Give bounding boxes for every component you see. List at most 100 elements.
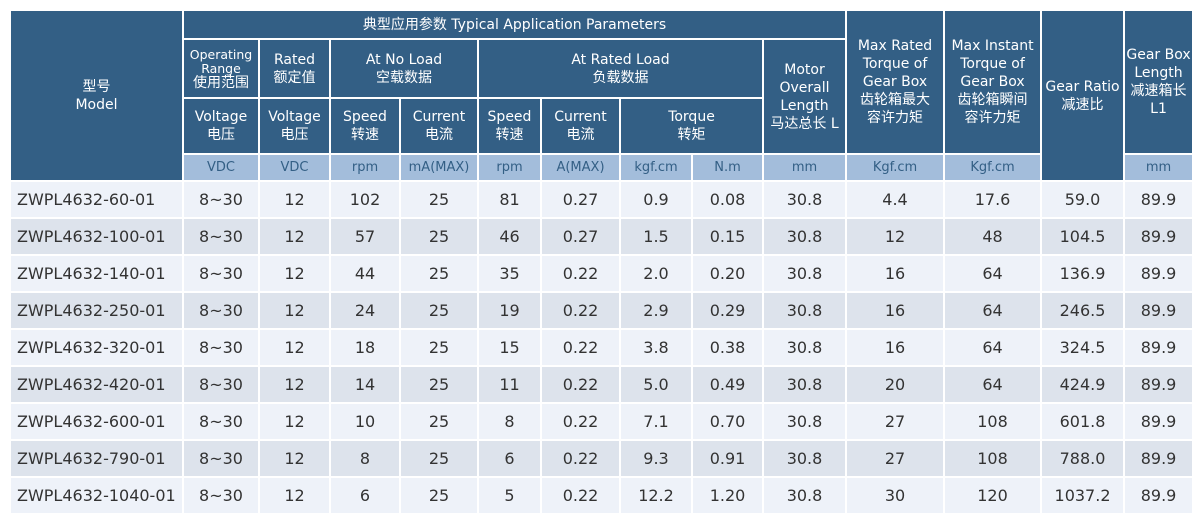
value-cell: 0.22: [540, 254, 621, 293]
value-cell: 19: [477, 291, 542, 330]
value-cell: 12: [258, 439, 331, 478]
value-cell: 7.1: [619, 402, 693, 441]
unit-cell: Kgf.cm: [943, 153, 1043, 182]
value-cell: 6: [477, 439, 542, 478]
value-cell: 12.2: [619, 476, 693, 515]
value-cell: 8~30: [182, 180, 260, 219]
value-cell: 30.8: [761, 217, 848, 256]
header-gear-ratio: Gear Ratio 减速比: [1040, 9, 1126, 182]
value-cell: 8~30: [182, 365, 260, 404]
value-cell: 102: [329, 180, 401, 219]
model-cell: ZWPL4632-60-01: [9, 180, 184, 219]
value-cell: 25: [399, 439, 479, 478]
value-cell: 0.22: [540, 291, 621, 330]
value-cell: 24: [329, 291, 401, 330]
value-cell: 0.15: [691, 217, 764, 256]
unit-cell: mm: [1123, 153, 1195, 182]
model-cell: ZWPL4632-250-01: [9, 291, 184, 330]
value-cell: 12: [258, 254, 331, 293]
value-cell: 12: [258, 328, 331, 367]
value-cell: 246.5: [1040, 291, 1126, 330]
header-title: 典型应用参数 Typical Application Parameters: [181, 9, 848, 40]
value-cell: 30.8: [761, 439, 848, 478]
table-row: ZWPL4632-790-01 8~30 12 8 25 6 0.22 9.3 0.91 30.8…: [9, 439, 1195, 478]
header-rated-voltage: Voltage 电压: [258, 97, 331, 155]
table-row: ZWPL4632-140-01 8~30 12 44 25 35 0.22 2.0 0.20 30…: [9, 254, 1195, 293]
value-cell: 64: [943, 291, 1043, 330]
table-row: ZWPL4632-60-01 8~30 12 102 25 81 0.27 0.9 0.08 30…: [9, 180, 1195, 219]
model-cell: ZWPL4632-790-01: [9, 439, 184, 478]
value-cell: 30.8: [761, 328, 848, 367]
value-cell: 5: [477, 476, 542, 515]
value-cell: 6: [329, 476, 401, 515]
header-no-load: At No Load 空载数据: [329, 38, 479, 99]
value-cell: 89.9: [1123, 402, 1195, 441]
value-cell: 30.8: [761, 476, 848, 515]
unit-cell: kgf.cm: [619, 153, 693, 182]
value-cell: 0.20: [691, 254, 764, 293]
unit-cell: VDC: [182, 153, 260, 182]
value-cell: 27: [845, 402, 946, 441]
value-cell: 25: [399, 254, 479, 293]
value-cell: 12: [258, 217, 331, 256]
value-cell: 0.27: [540, 217, 621, 256]
value-cell: 324.5: [1040, 328, 1126, 367]
value-cell: 30.8: [761, 365, 848, 404]
unit-cell: mA(MAX): [399, 153, 479, 182]
value-cell: 27: [845, 439, 946, 478]
value-cell: 16: [845, 328, 946, 367]
header-model: 型号 Model: [9, 9, 184, 182]
value-cell: 64: [943, 254, 1043, 293]
table-row: ZWPL4632-100-01 8~30 12 57 25 46 0.27 1.5 0.15 30…: [9, 217, 1195, 256]
value-cell: 8~30: [182, 217, 260, 256]
value-cell: 12: [258, 291, 331, 330]
value-cell: 44: [329, 254, 401, 293]
value-cell: 4.4: [845, 180, 946, 219]
value-cell: 0.22: [540, 328, 621, 367]
value-cell: 8~30: [182, 254, 260, 293]
value-cell: 0.22: [540, 476, 621, 515]
value-cell: 89.9: [1123, 476, 1195, 515]
value-cell: 0.22: [540, 365, 621, 404]
value-cell: 35: [477, 254, 542, 293]
value-cell: 8~30: [182, 476, 260, 515]
unit-cell: rpm: [477, 153, 542, 182]
value-cell: 30.8: [761, 180, 848, 219]
value-cell: 89.9: [1123, 365, 1195, 404]
value-cell: 1.5: [619, 217, 693, 256]
value-cell: 16: [845, 291, 946, 330]
value-cell: 2.0: [619, 254, 693, 293]
value-cell: 0.9: [619, 180, 693, 219]
value-cell: 8~30: [182, 291, 260, 330]
header-nl-current: Current 电流: [399, 97, 479, 155]
header-rl-speed: Speed 转速: [477, 97, 542, 155]
value-cell: 17.6: [943, 180, 1043, 219]
value-cell: 59.0: [1040, 180, 1126, 219]
header-operating-range: Operating Range 使用范围: [182, 38, 260, 99]
value-cell: 8~30: [182, 439, 260, 478]
value-cell: 0.49: [691, 365, 764, 404]
specs-table: 型号 Model 典型应用参数 Typical Application Param…: [9, 9, 1195, 515]
value-cell: 25: [399, 291, 479, 330]
value-cell: 14: [329, 365, 401, 404]
value-cell: 89.9: [1123, 180, 1195, 219]
model-cell: ZWPL4632-600-01: [9, 402, 184, 441]
value-cell: 89.9: [1123, 439, 1195, 478]
value-cell: 25: [399, 402, 479, 441]
value-cell: 15: [477, 328, 542, 367]
value-cell: 89.9: [1123, 291, 1195, 330]
unit-cell: VDC: [258, 153, 331, 182]
value-cell: 20: [845, 365, 946, 404]
value-cell: 424.9: [1040, 365, 1126, 404]
value-cell: 1037.2: [1040, 476, 1126, 515]
header-torque: Torque 转矩: [619, 97, 764, 155]
value-cell: 136.9: [1040, 254, 1126, 293]
value-cell: 10: [329, 402, 401, 441]
value-cell: 0.91: [691, 439, 764, 478]
value-cell: 0.70: [691, 402, 764, 441]
header-max-instant-torque: Max Instant Torque of Gear Box 齿轮箱瞬间 容许力矩: [943, 9, 1043, 155]
value-cell: 3.8: [619, 328, 693, 367]
value-cell: 0.29: [691, 291, 764, 330]
value-cell: 25: [399, 217, 479, 256]
model-cell: ZWPL4632-100-01: [9, 217, 184, 256]
